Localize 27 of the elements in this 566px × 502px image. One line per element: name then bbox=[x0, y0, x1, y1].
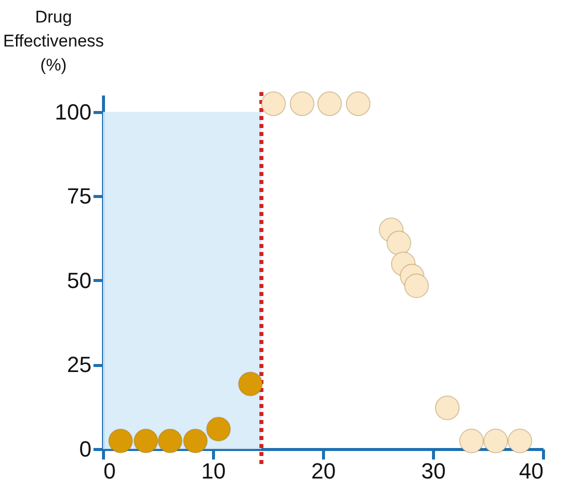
point bbox=[459, 428, 484, 454]
y-tick-label: 0 bbox=[79, 436, 92, 462]
y-tick-label: 25 bbox=[67, 352, 92, 378]
point bbox=[108, 428, 133, 454]
point bbox=[404, 274, 429, 298]
point bbox=[346, 91, 371, 116]
point bbox=[290, 91, 314, 116]
point bbox=[206, 416, 231, 442]
x-tick-label: 40 bbox=[519, 458, 544, 484]
point bbox=[238, 372, 263, 396]
y-tick-label: 50 bbox=[67, 268, 92, 293]
point bbox=[483, 428, 508, 454]
point bbox=[508, 428, 532, 454]
point bbox=[386, 230, 412, 256]
point bbox=[317, 91, 342, 116]
point bbox=[434, 396, 460, 420]
x-tick-label: 30 bbox=[421, 458, 446, 484]
y-axis-title: Drug Effectiveness (%) bbox=[3, 8, 104, 74]
y-tick-label: 75 bbox=[67, 184, 92, 209]
point bbox=[158, 428, 182, 454]
point bbox=[134, 428, 158, 454]
x-tick-label: 20 bbox=[311, 458, 336, 484]
point bbox=[261, 91, 286, 116]
y-tick-label: 100 bbox=[54, 99, 92, 124]
x-tick-label: 0 bbox=[104, 458, 116, 484]
x-tick-label: 10 bbox=[201, 458, 226, 484]
point bbox=[183, 428, 208, 454]
